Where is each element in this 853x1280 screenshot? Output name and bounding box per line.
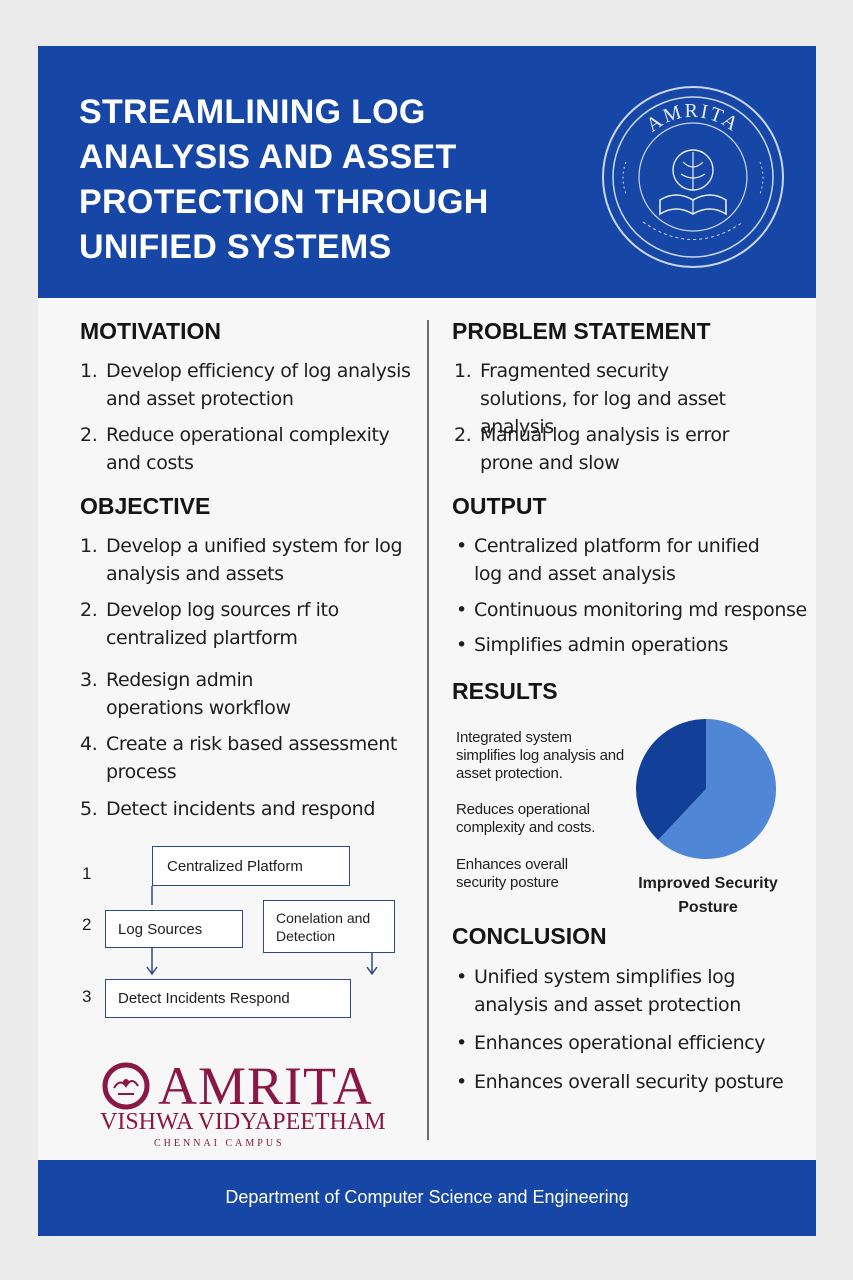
motivation-heading: MOTIVATION	[80, 318, 221, 344]
flow-box-centralized-platform: Centralized Platform	[152, 846, 350, 886]
flow-box-correlation-detection: Conelation and Detection	[263, 900, 395, 953]
item-text: Continuous monitoring md response	[474, 599, 807, 621]
problem-heading: PROBLEM STATEMENT	[452, 318, 711, 344]
problem-item: 2. Manual log analysis is error prone an…	[454, 421, 784, 477]
pie-label: Improved Security Posture	[638, 875, 778, 916]
item-text: Develop efficiency of log analysis and a…	[106, 360, 411, 410]
item-text: Develop a unified system for log analysi…	[106, 535, 403, 585]
output-heading: OUTPUT	[452, 493, 547, 519]
flow-box-log-sources: Log Sources	[105, 910, 243, 948]
item-text: Detect incidents and respond	[106, 798, 375, 820]
flow-row-number: 1	[82, 864, 92, 883]
results-heading: RESULTS	[452, 678, 558, 704]
bullet: •	[456, 1071, 467, 1093]
bullet: •	[456, 599, 467, 621]
objective-item: 5. Detect incidents and respond	[80, 795, 420, 823]
footer-text: Department of Computer Science and Engin…	[225, 1186, 629, 1207]
item-number: 1.	[80, 535, 98, 557]
bullet: •	[456, 966, 467, 988]
objective-item: 3. Redesign admin operations workflow	[80, 666, 320, 722]
objective-item: 2. Develop log sources rf ito centralize…	[80, 596, 380, 652]
motivation-item: 1. Develop efficiency of log analysis an…	[80, 357, 420, 413]
amrita-emblem-icon	[102, 1062, 150, 1110]
item-number: 5.	[80, 798, 98, 820]
logo-subtitle: VISHWA VIDYAPEETHAM	[100, 1109, 386, 1135]
item-number: 4.	[80, 733, 98, 755]
flow-connectors	[146, 886, 378, 976]
motivation-item: 2. Reduce operational complexity and cos…	[80, 421, 420, 477]
flow-row-number: 3	[82, 987, 92, 1006]
logo-campus: CHENNAI CAMPUS	[154, 1138, 285, 1149]
item-number: 1.	[454, 360, 472, 382]
column-divider	[427, 320, 429, 1140]
item-text: Enhances overall security posture	[474, 1071, 784, 1093]
header-banner: STREAMLINING LOG ANALYSIS AND ASSET PROT…	[38, 46, 816, 298]
conclusion-item: • Unified system simplifies log analysis…	[452, 963, 752, 1019]
item-number: 2.	[454, 424, 472, 446]
output-item: • Simplifies admin operations	[452, 631, 812, 659]
bullet: •	[456, 535, 467, 557]
item-number: 3.	[80, 669, 98, 691]
poster-title: STREAMLINING LOG ANALYSIS AND ASSET PROT…	[79, 93, 489, 266]
footer-banner: Department of Computer Science and Engin…	[38, 1160, 816, 1236]
objective-heading: OBJECTIVE	[80, 493, 211, 519]
objective-item: 4. Create a risk based assessment proces…	[80, 730, 420, 786]
output-item: • Centralized platform for unified log a…	[452, 532, 762, 588]
results-text: Reduces operational complexity and costs…	[456, 801, 596, 836]
item-text: Fragmented security solutions, for log a…	[480, 360, 726, 438]
objective-item: 1. Develop a unified system for log anal…	[80, 532, 420, 588]
amrita-logo: AMRITA VISHWA VIDYAPEETHAM CHENNAI CAMPU…	[100, 1056, 400, 1149]
results-text: Integrated system simplifies log analysi…	[456, 729, 625, 782]
item-number: 1.	[80, 360, 98, 382]
university-seal-icon: AMRITA	[602, 86, 784, 268]
flow-row-number: 2	[82, 915, 92, 934]
output-item: • Continuous monitoring md response	[452, 596, 812, 624]
item-text: Manual log analysis is error prone and s…	[480, 424, 730, 474]
item-text: Redesign admin operations workflow	[106, 669, 291, 719]
item-text: Create a risk based assessment process	[106, 733, 397, 783]
item-text: Centralized platform for unified log and…	[474, 535, 760, 585]
conclusion-item: • Enhances overall security posture	[452, 1068, 812, 1096]
problem-item: 1. Fragmented security solutions, for lo…	[454, 357, 754, 441]
item-text: Reduce operational complexity and costs	[106, 424, 390, 474]
item-text: Enhances operational efficiency	[474, 1032, 766, 1054]
results-text: Enhances overall security posture	[456, 856, 568, 891]
conclusion-heading: CONCLUSION	[452, 923, 607, 949]
item-text: Simplifies admin operations	[474, 634, 728, 656]
flow-box-detect-incidents: Detect Incidents Respond	[105, 979, 351, 1018]
logo-wordmark: AMRITA	[158, 1056, 373, 1116]
conclusion-item: • Enhances operational efficiency	[452, 1029, 812, 1057]
results-pie-chart	[636, 719, 776, 859]
flow-diagram: 1 2 3 Centralized Platform Log Sources C…	[80, 841, 420, 1031]
poster: STREAMLINING LOG ANALYSIS AND ASSET PROT…	[38, 46, 816, 1236]
item-text: Develop log sources rf ito centralized p…	[106, 599, 339, 649]
pie-slice-1	[658, 719, 776, 859]
pie-slice-2	[636, 719, 706, 841]
item-text: Unified system simplifies log analysis a…	[474, 966, 741, 1016]
item-number: 2.	[80, 424, 98, 446]
bullet: •	[456, 1032, 467, 1054]
bullet: •	[456, 634, 467, 656]
item-number: 2.	[80, 599, 98, 621]
